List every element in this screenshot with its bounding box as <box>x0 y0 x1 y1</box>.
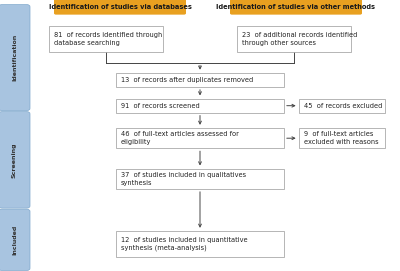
Text: Included: Included <box>12 225 17 255</box>
Text: Identification of studies via other methods: Identification of studies via other meth… <box>216 4 376 10</box>
FancyBboxPatch shape <box>116 99 284 113</box>
Text: Identification of studies via databases: Identification of studies via databases <box>48 4 192 10</box>
FancyBboxPatch shape <box>230 0 362 15</box>
FancyBboxPatch shape <box>299 128 385 149</box>
FancyBboxPatch shape <box>116 128 284 149</box>
Text: 81  of records identified through
database searching: 81 of records identified through databas… <box>54 33 162 46</box>
FancyBboxPatch shape <box>299 99 385 113</box>
FancyBboxPatch shape <box>0 209 30 270</box>
FancyBboxPatch shape <box>237 27 351 52</box>
FancyBboxPatch shape <box>116 231 284 257</box>
Text: 23  of additional records identified
through other sources: 23 of additional records identified thro… <box>242 33 357 46</box>
FancyBboxPatch shape <box>54 0 186 15</box>
Text: 91  of records screened: 91 of records screened <box>121 103 200 109</box>
FancyBboxPatch shape <box>0 5 30 111</box>
FancyBboxPatch shape <box>0 112 30 208</box>
Text: 46  of full-text articles assessed for
eligibility: 46 of full-text articles assessed for el… <box>121 131 239 145</box>
Text: 9  of full-text articles
excluded with reasons: 9 of full-text articles excluded with re… <box>304 131 378 145</box>
Text: 45  of records excluded: 45 of records excluded <box>304 103 382 109</box>
FancyBboxPatch shape <box>116 169 284 189</box>
Text: Identification: Identification <box>12 34 17 81</box>
Text: 13  of records after duplicates removed: 13 of records after duplicates removed <box>121 77 253 83</box>
FancyBboxPatch shape <box>116 73 284 87</box>
Text: 37  of studies included in qualitatives
synthesis: 37 of studies included in qualitatives s… <box>121 172 246 186</box>
FancyBboxPatch shape <box>49 27 163 52</box>
Text: Screening: Screening <box>12 142 17 178</box>
Text: 12  of studies included in quantitative
synthesis (meta-analysis): 12 of studies included in quantitative s… <box>121 237 248 251</box>
